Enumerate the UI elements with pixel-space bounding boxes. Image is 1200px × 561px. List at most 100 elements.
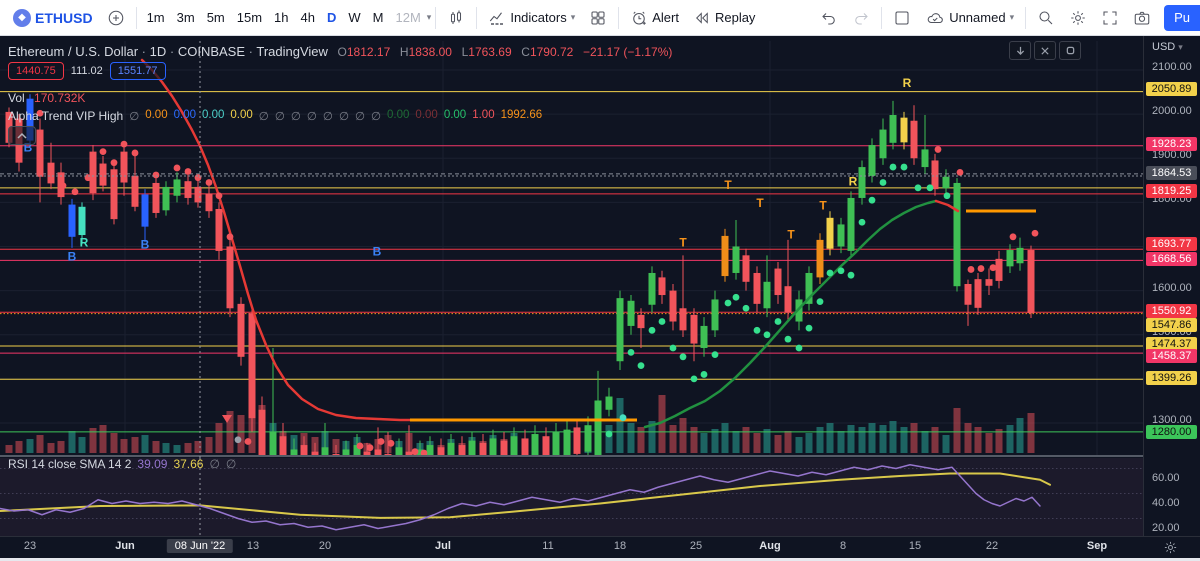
price-scale-currency[interactable]: USD ▾ <box>1152 41 1183 53</box>
candle-body <box>36 129 44 177</box>
timezone-settings-button[interactable] <box>1163 540 1178 560</box>
volume-bar <box>15 441 23 453</box>
interval-button-5m[interactable]: 5m <box>206 10 225 25</box>
layout-grid-button[interactable] <box>582 5 614 31</box>
price-label-badge: 2050.89 <box>1146 82 1197 96</box>
rsi-value: ∅ <box>209 457 220 471</box>
pane-close-button[interactable] <box>1034 41 1056 60</box>
volume-bar <box>605 425 613 453</box>
signal-dot <box>724 299 732 307</box>
signal-letter-T: T <box>724 178 732 192</box>
volume-bar <box>152 441 160 453</box>
symbol-title-row[interactable]: Ethereum / U.S. Dollar · 1D · COINBASE ·… <box>8 44 673 59</box>
replay-icon <box>695 11 708 24</box>
layout-select-button[interactable] <box>886 5 918 31</box>
price-label-badge: 1280.00 <box>1146 425 1197 439</box>
volume-legend-row[interactable]: Vol 170.732K <box>8 91 85 105</box>
candle-body <box>995 258 1003 281</box>
alpha-trend-legend-row[interactable]: Alpha Trend VIP High ∅ 0.00 0.00 0.00 0.00 ∅ ∅… <box>8 109 542 123</box>
indicators-label: Indicators <box>510 10 567 25</box>
alpha-trend-value: 0.00 <box>145 109 168 121</box>
indicators-button[interactable]: Indicators ▾ <box>481 5 582 31</box>
compare-add-button[interactable] <box>100 5 132 31</box>
low-price-badge[interactable]: 1440.75 <box>8 62 64 80</box>
candle-body <box>900 117 908 143</box>
rsi-tick: 60.00 <box>1152 472 1180 484</box>
settings-button[interactable] <box>1062 5 1094 31</box>
candle-body <box>552 431 560 455</box>
brand-name: TradingView <box>256 44 328 59</box>
alert-button[interactable]: Alert <box>623 5 686 31</box>
time-tick: 25 <box>689 540 703 552</box>
volume-bar <box>78 437 86 453</box>
time-tick: Jul <box>435 540 451 552</box>
candle-body <box>573 427 581 454</box>
candle-body <box>521 438 529 455</box>
collapse-indicator-legend-button[interactable] <box>8 126 36 145</box>
high-price-badge[interactable]: 1551.77 <box>109 62 166 80</box>
candle-body <box>763 281 771 309</box>
candle-body <box>931 160 939 190</box>
rsi-legend-row[interactable]: RSI 14 close SMA 14 2 39.09 37.66 ∅ ∅ <box>8 457 236 471</box>
candle-body <box>669 290 677 322</box>
signal-dot <box>99 148 107 156</box>
interval-button-3m[interactable]: 3m <box>176 10 195 25</box>
undo-button[interactable] <box>813 5 845 31</box>
signal-dot <box>742 304 750 312</box>
alpha-trend-value: 0.00 <box>443 109 467 121</box>
rsi-tick: 40.00 <box>1152 497 1180 509</box>
volume-bar <box>774 435 782 453</box>
cloud-save-button[interactable]: Unnamed ▾ <box>918 5 1021 31</box>
interval-button-W[interactable]: W <box>348 10 361 25</box>
top-toolbar: ◆ ETHUSD 1m 3m 5m 15m 1h 4h D W M 12M ▾ Indicator… <box>0 0 1200 36</box>
volume-bar <box>847 425 855 453</box>
signal-dot <box>934 146 942 153</box>
search-button[interactable] <box>1030 5 1062 31</box>
signal-letter-B: B <box>141 237 150 251</box>
interval-button-15m[interactable]: 15m <box>236 10 263 25</box>
candle-body <box>816 239 824 278</box>
replay-button[interactable]: Replay <box>686 5 762 31</box>
time-tick: 22 <box>985 540 999 552</box>
candle-body <box>215 208 223 251</box>
high-label: H <box>399 45 409 59</box>
price-label-badge: 1668.56 <box>1146 252 1197 266</box>
fullscreen-icon <box>1103 10 1117 25</box>
interval-button-12M[interactable]: 12M <box>395 10 421 25</box>
alpha-trend-value: 1.00 <box>472 109 495 121</box>
volume-bar <box>627 423 635 453</box>
chart-style-button[interactable] <box>440 5 472 31</box>
rsi-value: 37.66 <box>173 457 204 471</box>
screenshot-button[interactable] <box>1126 5 1158 31</box>
interval-button-4h[interactable]: 4h <box>300 10 315 25</box>
interval-button-D[interactable]: D <box>326 10 337 25</box>
redo-button[interactable] <box>845 5 877 31</box>
price-scale[interactable]: USD ▾ 2100.00 2000.00 1900.00 1800.00 1600.0… <box>1143 36 1200 536</box>
currency-chevron-icon: ▾ <box>1178 42 1183 52</box>
volume-bar <box>162 443 170 453</box>
price-label-badge: 1474.37 <box>1146 337 1197 351</box>
volume-bar <box>26 439 34 453</box>
symbol-button[interactable]: ◆ ETHUSD <box>6 5 100 31</box>
interval-chevron-icon[interactable]: ▾ <box>426 12 432 22</box>
volume-bar <box>921 431 929 453</box>
interval-button-1m[interactable]: 1m <box>146 10 165 25</box>
price-label-badge: 1693.77 <box>1146 237 1197 251</box>
ethereum-icon: ◆ <box>13 8 31 27</box>
candle-body <box>510 436 518 455</box>
pane-maximize-button[interactable] <box>1059 41 1081 60</box>
volume-bar <box>205 437 213 453</box>
signal-dot <box>152 171 160 179</box>
close-label: C <box>521 45 530 59</box>
publish-button[interactable]: Pu <box>1164 4 1200 31</box>
high-value: 1838.00 <box>408 45 452 59</box>
volume-bar <box>1006 425 1014 453</box>
undo-icon <box>822 12 835 25</box>
time-scale[interactable]: 23 Jun 08 Jun '22 13 20 Jul 11 18 25 Aug 8 15 22 Sep <box>0 536 1200 558</box>
fullscreen-button[interactable] <box>1094 5 1126 31</box>
interval-button-M[interactable]: M <box>372 10 384 25</box>
pane-move-down-button[interactable] <box>1009 41 1031 60</box>
interval-button-1h[interactable]: 1h <box>274 10 289 25</box>
